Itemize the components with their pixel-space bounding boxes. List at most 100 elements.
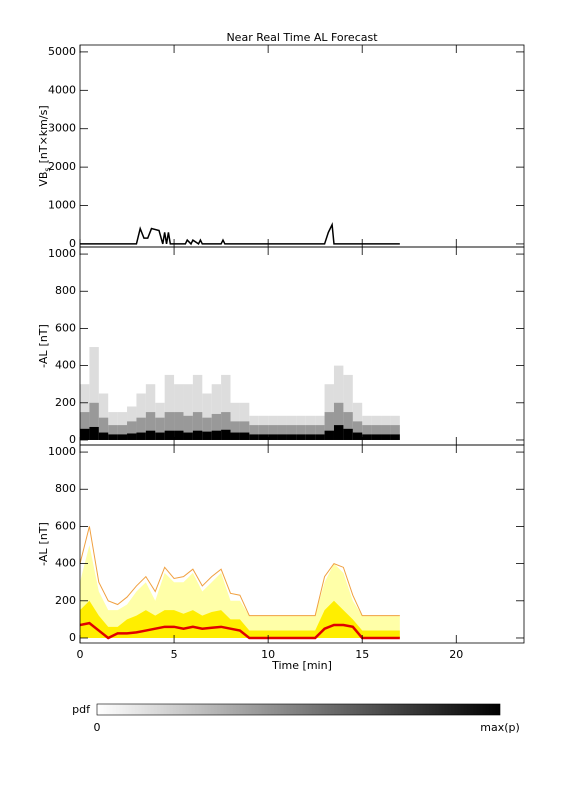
colorbar-min: 0 [94,721,101,734]
y-label-unit: [nT] [37,324,50,346]
pdf-bar [211,430,222,440]
quantile-line [80,526,400,617]
y-label-sub: s [43,167,52,171]
axes-frame [79,44,525,248]
pdf-bar [136,417,146,440]
pdf-bar [390,425,400,440]
y-tick-label: 5000 [48,45,76,58]
y-label-main: -AL [37,548,50,566]
y-tick-label: 200 [55,594,76,607]
colorbar-label: pdf [72,703,91,716]
pdf-bar [258,425,269,440]
y-tick-label: 200 [55,396,76,409]
pdf-bar [117,434,128,440]
y-label-unit: [nT] [37,522,50,544]
y-tick-label: 800 [55,482,76,495]
pdf-bar [89,347,99,440]
axes-frame [79,444,525,644]
pdf-bar [89,402,99,440]
pdf-bar [343,374,353,440]
pdf-bar [268,425,278,440]
colorbar-max: max(p) [480,721,520,734]
pdf-bar [315,434,325,440]
y-tick-label: 3000 [48,122,76,135]
quantile-line [80,621,400,640]
pdf-bar [164,412,175,440]
y-tick-label: 0 [69,237,76,250]
pdf-bar [202,431,212,440]
pdf-bar [98,417,109,440]
x-axis-label: Time [min] [271,659,332,672]
pdf-bar [324,412,334,440]
y-tick-label: 1000 [48,199,76,212]
pdf-bar [136,393,146,440]
pdf-bar [230,421,240,440]
pdf-bar [362,425,372,440]
pdf-bar [390,434,400,440]
pdf-bar [333,402,344,440]
pdf-bar [211,384,222,440]
pdf-bar [249,434,259,440]
y-axis-label: VBs [nT×km/s] [37,105,52,186]
pdf-bar [343,412,353,440]
panel: 0 200 400 600 800 1000 0 5 10 15 20 -AL [nT] [37,444,525,661]
y-tick-label: 4000 [48,83,76,96]
pdf-bar [183,415,193,440]
pdf-bar [174,412,184,440]
pdf-bar [286,425,297,440]
pdf-bar [155,432,165,440]
y-tick-label: 400 [55,359,76,372]
pdf-bar [98,432,109,440]
pdf-bar [202,393,212,440]
pdf-bar [305,434,316,440]
pdf-bar [89,426,99,440]
pdf-bar [239,432,250,440]
y-tick-label: 600 [55,321,76,334]
pdf-bar [315,425,325,440]
pdf-bar [296,434,306,440]
y-tick-label: 1000 [48,445,76,458]
data-line [80,222,400,246]
pdf-bar [127,421,137,440]
pdf-bar [305,425,316,440]
y-tick-label: 800 [55,284,76,297]
pdf-bar [277,425,287,440]
pdf-bar [221,429,231,440]
pdf-bar [192,374,203,440]
pdf-bar [145,430,156,440]
panel: 0 200 400 600 800 1000 -AL [nT] [37,246,525,446]
panel: 0 1000 2000 3000 4000 5000 VBs [nT×km/s] [37,44,525,250]
pdf-bar [155,417,165,440]
pdf-bar [98,393,109,440]
x-tick-label: 5 [171,648,178,661]
y-axis-label: -AL [nT] [37,522,50,566]
pdf-bar [80,428,90,440]
pdf-bar [249,425,259,440]
pdf-bar [108,425,118,440]
y-tick-label: 600 [55,519,76,532]
pdf-bar [352,432,363,440]
pdf-bar [183,432,193,440]
pdf-bar [371,425,382,440]
y-tick-label: 2000 [48,160,76,173]
pdf-bar [221,374,231,440]
pdf-bar [381,425,391,440]
y-tick-label: 0 [69,631,76,644]
y-label-unit: [nT×km/s] [37,105,50,163]
plot-area [80,347,400,440]
y-tick-label: 1000 [48,247,76,260]
pdf-bar [343,428,353,440]
y-label-main: -AL [37,350,50,368]
pdf-bar [333,425,344,440]
pdf-bar [371,434,382,440]
pdf-bar [192,430,203,440]
pdf-bar [221,412,231,440]
plot-area [80,526,400,640]
pdf-bar [352,421,363,440]
pdf-bar [296,425,306,440]
pdf-bar [164,374,175,440]
pdf-bar [127,433,137,440]
pdf-bar [258,434,269,440]
pdf-bar [362,434,372,440]
